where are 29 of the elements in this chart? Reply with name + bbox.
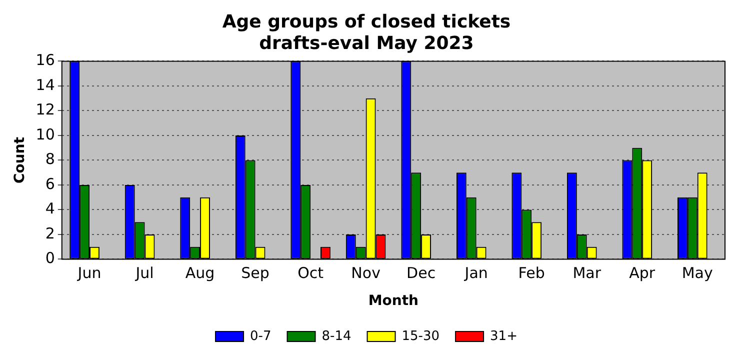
x-tick-label: Oct	[298, 264, 324, 282]
y-tick-label: 4	[45, 200, 55, 218]
x-tick-label: Mar	[572, 264, 602, 282]
chart-title: Age groups of closed tickets	[222, 11, 511, 32]
y-tick-label: 2	[45, 224, 55, 242]
x-tick-label: Jun	[76, 264, 102, 282]
legend-label: 0-7	[250, 328, 272, 344]
x-tick-label: Sep	[241, 264, 270, 282]
legend-label: 15-30	[402, 328, 440, 344]
x-tick-label: Nov	[351, 264, 381, 282]
x-tick-label: Aug	[185, 264, 215, 282]
chart-subtitle: drafts-eval May 2023	[259, 33, 474, 54]
x-tick-label: Jan	[464, 264, 488, 282]
y-tick-label: 10	[36, 125, 55, 144]
x-tick-label: May	[682, 264, 713, 282]
y-tick-label: 0	[45, 249, 55, 268]
y-axis-title: Count	[12, 136, 28, 184]
x-tick-label: Apr	[629, 264, 656, 282]
x-tick-label: Dec	[406, 264, 436, 282]
y-tick-label: 8	[45, 150, 55, 168]
legend-label: 8-14	[322, 328, 352, 344]
y-tick-label: 14	[36, 76, 55, 94]
y-tick-label: 6	[45, 174, 55, 193]
y-tick-label: 16	[36, 51, 55, 70]
x-tick-label: Jul	[134, 264, 154, 282]
legend-label: 31+	[490, 328, 518, 344]
y-tick-label: 12	[36, 100, 55, 119]
x-axis-title: Month	[368, 293, 419, 310]
x-tick-label: Feb	[518, 264, 545, 282]
